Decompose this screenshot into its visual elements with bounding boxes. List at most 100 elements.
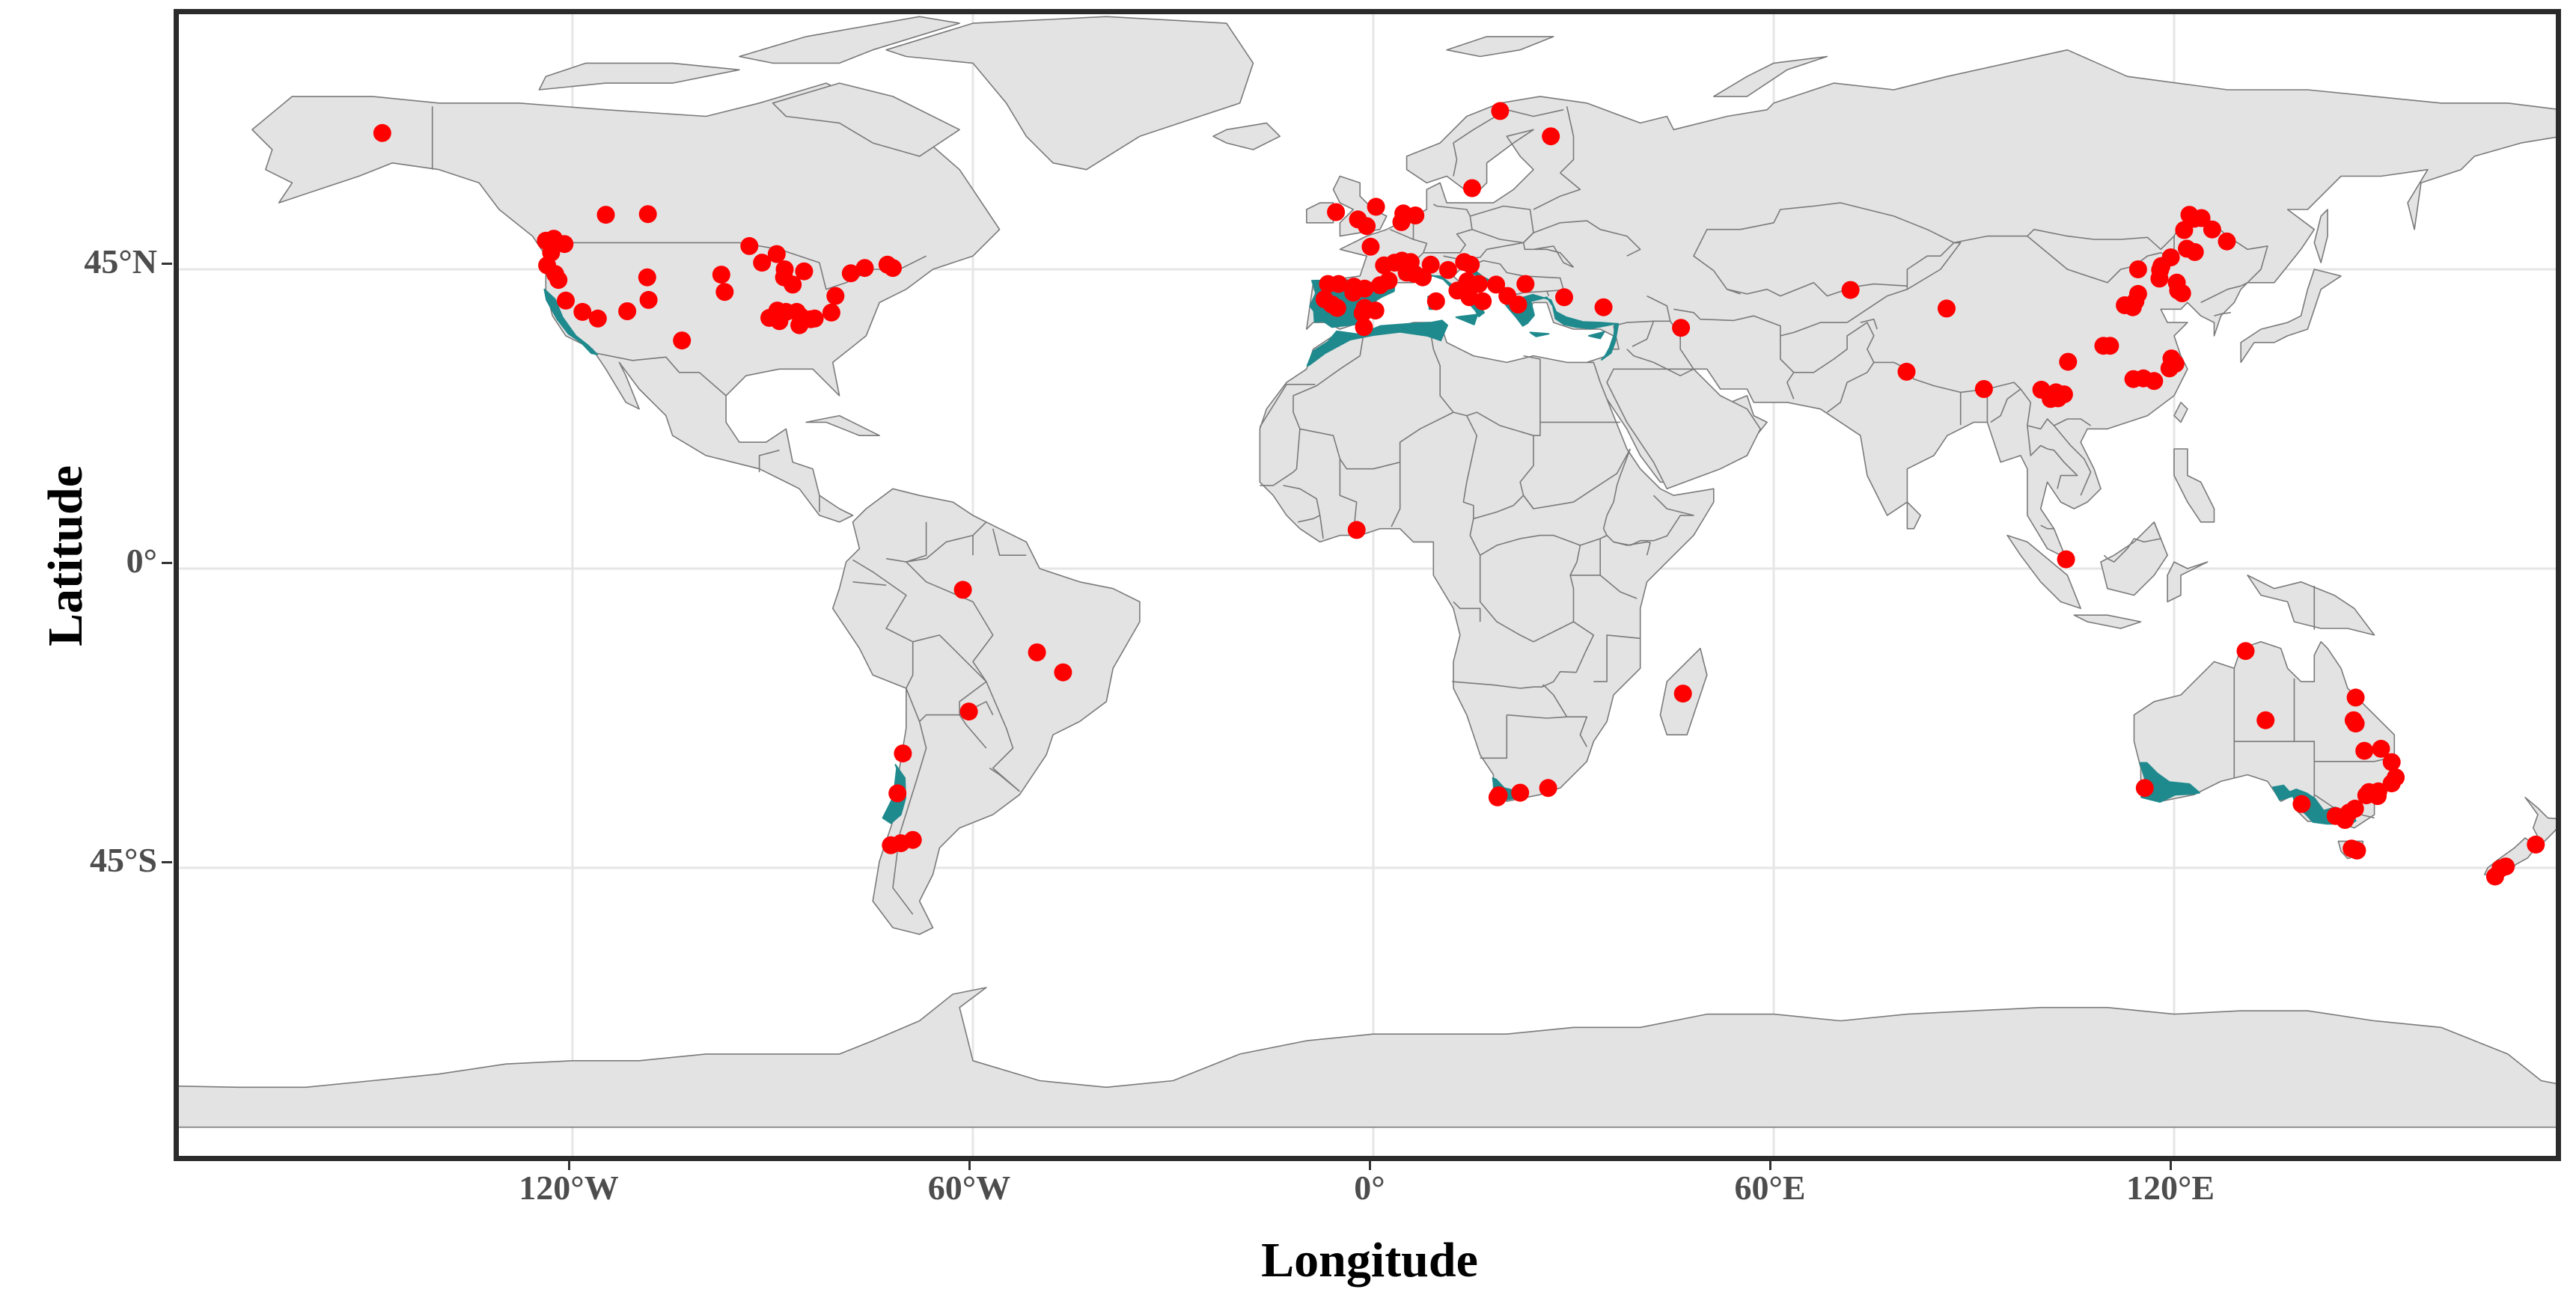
occurrence-point bbox=[1974, 380, 1993, 398]
country-border bbox=[885, 521, 927, 563]
landmass-cuba bbox=[805, 414, 880, 437]
country-border bbox=[1473, 495, 1534, 520]
occurrence-point bbox=[1054, 663, 1072, 682]
occurrence-point bbox=[1516, 275, 1535, 293]
country-border bbox=[1453, 109, 1507, 177]
occurrence-point bbox=[2346, 714, 2365, 733]
country-border bbox=[1793, 322, 1875, 413]
occurrence-point bbox=[557, 291, 575, 310]
country-border bbox=[1632, 321, 1655, 347]
occurrence-point bbox=[2346, 688, 2365, 707]
occurrence-point bbox=[2218, 232, 2236, 251]
occurrence-point bbox=[2178, 239, 2196, 258]
occurrence-point bbox=[2348, 841, 2366, 860]
country-border bbox=[1613, 495, 1694, 546]
landmass-taiwan bbox=[2173, 401, 2188, 423]
occurrence-point bbox=[1329, 275, 1348, 293]
occurrence-point bbox=[2256, 711, 2275, 729]
occurrence-point bbox=[2161, 248, 2180, 266]
occurrence-point bbox=[1555, 288, 1573, 307]
country-border bbox=[1560, 106, 1575, 174]
occurrence-point bbox=[2057, 550, 2075, 569]
occurrence-point bbox=[2355, 741, 2374, 760]
country-border bbox=[1602, 448, 1632, 536]
world-map-svg bbox=[179, 14, 2556, 1156]
occurrence-point bbox=[715, 283, 734, 301]
occurrence-point bbox=[2326, 806, 2345, 825]
occurrence-point bbox=[1487, 275, 1506, 294]
occurrence-point bbox=[712, 266, 730, 284]
country-border bbox=[1613, 295, 1671, 327]
country-border bbox=[852, 581, 887, 586]
occurrence-point bbox=[2236, 642, 2255, 661]
occurrence-point bbox=[1509, 296, 1527, 314]
occurrence-point bbox=[2173, 284, 2191, 302]
country-border bbox=[1593, 634, 1640, 682]
mediterranean-zone-8 bbox=[1529, 331, 1550, 337]
x-tick-label-120w: 120°W bbox=[519, 1169, 619, 1207]
occurrence-point bbox=[822, 303, 840, 322]
country-border bbox=[972, 521, 987, 556]
country-border bbox=[959, 714, 987, 749]
country-border bbox=[1480, 714, 1508, 759]
occurrence-point bbox=[1421, 255, 1440, 274]
occurrence-point bbox=[639, 290, 658, 309]
occurrence-point bbox=[2292, 795, 2311, 813]
country-border bbox=[1533, 245, 1574, 269]
occurrence-point bbox=[1322, 296, 1341, 314]
occurrence-point bbox=[588, 309, 607, 328]
x-tick-mark-0 bbox=[1369, 1161, 1371, 1170]
occurrence-point bbox=[1370, 276, 1389, 295]
occurrence-point bbox=[753, 254, 772, 272]
occurrence-point bbox=[1469, 275, 1488, 293]
country-border bbox=[1452, 621, 1595, 689]
mediterranean-zone-3 bbox=[1306, 319, 1448, 367]
occurrence-point bbox=[884, 259, 902, 278]
country-border bbox=[1507, 108, 1564, 117]
x-tick-mark-60w bbox=[968, 1161, 971, 1170]
occurrence-point bbox=[2128, 260, 2147, 278]
landmass-sumatra bbox=[2006, 534, 2081, 610]
occurrence-point bbox=[596, 206, 615, 224]
occurrence-point bbox=[767, 245, 786, 263]
occurrence-point bbox=[1542, 127, 1560, 146]
country-border bbox=[1507, 714, 1588, 747]
occurrence-point bbox=[2382, 753, 2401, 771]
x-tick-label-120e: 120°E bbox=[2125, 1169, 2215, 1207]
mediterranean-zone-9 bbox=[1588, 331, 1605, 340]
occurrence-point bbox=[1367, 198, 1385, 216]
occurrence-point bbox=[903, 830, 922, 849]
occurrence-point bbox=[573, 302, 592, 321]
occurrence-point bbox=[826, 287, 845, 305]
country-border bbox=[2040, 524, 2054, 530]
country-border bbox=[1673, 308, 1848, 337]
country-border bbox=[1453, 601, 1481, 622]
country-borders-layer bbox=[431, 106, 2398, 915]
occurrence-point bbox=[1672, 319, 1691, 337]
occurrence-point bbox=[1897, 362, 1916, 381]
mediterranean-zone-5 bbox=[1455, 313, 1479, 325]
occurrence-point bbox=[841, 264, 860, 283]
occurrence-point bbox=[2145, 372, 2164, 391]
occurrence-point bbox=[1474, 292, 1492, 310]
occurrence-point bbox=[1366, 301, 1385, 320]
occurrence-point bbox=[2059, 352, 2078, 371]
landmass-java bbox=[2073, 614, 2142, 629]
occurrence-point bbox=[1488, 788, 1507, 806]
occurrence-point bbox=[2047, 383, 2066, 402]
country-border bbox=[1541, 684, 1568, 717]
country-border bbox=[1283, 485, 1324, 539]
y-axis-title: Latitude bbox=[38, 465, 93, 647]
occurrence-point bbox=[638, 268, 656, 287]
country-border bbox=[992, 528, 1013, 557]
occurrence-point bbox=[1594, 298, 1613, 316]
y-tick-label-0: 0° bbox=[126, 542, 157, 580]
y-tick-mark-45s bbox=[162, 861, 172, 863]
mediterranean-zone-0 bbox=[543, 288, 598, 355]
occurrence-point bbox=[2372, 739, 2390, 758]
landmass-baffin-island bbox=[772, 82, 960, 157]
country-border bbox=[1693, 202, 1961, 295]
country-border bbox=[852, 559, 914, 689]
landmass-iceland bbox=[1212, 122, 1281, 150]
country-border bbox=[1523, 220, 1641, 257]
